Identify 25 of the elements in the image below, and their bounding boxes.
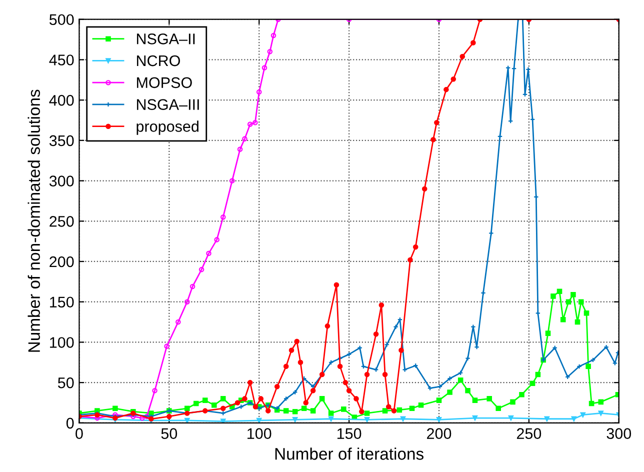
y-tick-label: 500 xyxy=(49,14,74,26)
y-tick-label: 250 xyxy=(50,216,74,227)
x-axis-title: Number of iterations xyxy=(275,448,424,460)
x-tick-label: 250 xyxy=(516,428,542,439)
y-tick-label: 0 xyxy=(66,418,74,429)
x-tick-label: 150 xyxy=(337,428,362,439)
legend-label: NCRO xyxy=(136,55,180,66)
y-tick-label: 400 xyxy=(49,94,74,106)
y-tick-label: 350 xyxy=(49,135,74,146)
y-tick-label: 200 xyxy=(50,256,74,268)
y-tick-label: 100 xyxy=(50,337,74,348)
legend-label: MOPSO xyxy=(136,77,192,88)
legend-label: NSGA–III xyxy=(136,99,199,110)
x-tick-label: 300 xyxy=(606,428,632,439)
y-tick-label: 50 xyxy=(58,377,74,388)
x-tick-label: 0 xyxy=(76,428,83,439)
y-tick-label: 300 xyxy=(49,176,74,186)
x-tick-label: 200 xyxy=(427,428,452,439)
legend-label: NSGA–II xyxy=(136,34,195,44)
x-tick-label: 100 xyxy=(248,428,272,439)
y-axis-title: Number of non-dominated solutions xyxy=(28,90,40,352)
legend-label: proposed xyxy=(136,120,198,135)
y-tick-label: 450 xyxy=(49,54,74,66)
y-tick-label: 150 xyxy=(50,296,74,308)
x-tick-label: 50 xyxy=(161,428,178,439)
